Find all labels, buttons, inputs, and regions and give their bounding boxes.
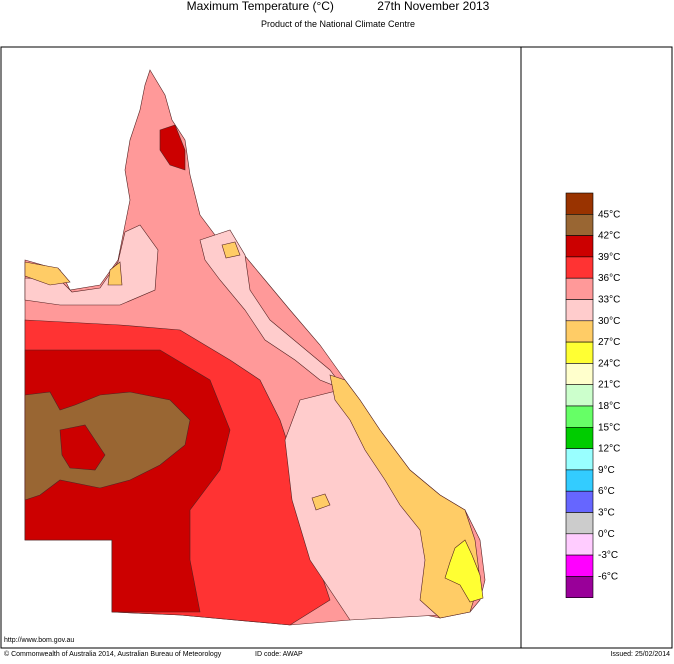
zone-30 xyxy=(221,241,241,259)
legend-swatch xyxy=(565,341,594,364)
legend-swatch xyxy=(565,490,594,513)
legend-swatch xyxy=(565,554,594,577)
legend-swatch xyxy=(565,363,594,385)
zone-30 xyxy=(311,493,331,511)
subtitle: Product of the National Climate Centre xyxy=(261,19,415,29)
zone-39 xyxy=(59,424,106,471)
legend-label: 24°C xyxy=(598,358,620,369)
zone-30 xyxy=(329,374,481,619)
legend-swatch xyxy=(565,256,594,279)
legend-label: 42°C xyxy=(598,231,620,242)
issued: Issued: 25/02/2014 xyxy=(610,651,670,658)
legend-swatch xyxy=(565,299,594,322)
legend-label: 21°C xyxy=(598,380,620,391)
legend: 45°C 42°C 39°C 36°C 33°C 30°C 27°C 24°C 21°C 18°C… xyxy=(565,192,620,599)
legend-label: 30°C xyxy=(598,316,620,327)
copyright: © Commonwealth of Australia 2014, Austra… xyxy=(4,650,222,658)
zone-30 xyxy=(107,261,123,286)
legend-label: 18°C xyxy=(598,401,620,412)
legend-swatch xyxy=(565,426,594,449)
legend-swatch xyxy=(565,320,594,343)
zone-42 xyxy=(24,391,191,501)
legend-swatch xyxy=(565,533,594,556)
legend-swatch xyxy=(565,214,594,236)
legend-label: -3°C xyxy=(598,550,618,561)
legend-label: 36°C xyxy=(598,273,620,284)
legend-swatch xyxy=(565,512,594,535)
zone-27 xyxy=(444,539,484,603)
legend-label: 45°C xyxy=(598,209,620,220)
legend-label: 0°C xyxy=(598,529,615,540)
title-line: Maximum Temperature (°C) 27th November 2… xyxy=(187,0,490,13)
url: http://www.bom.gov.au xyxy=(4,637,74,644)
legend-swatch xyxy=(565,235,594,258)
legend-swatch xyxy=(565,448,594,471)
legend-swatch xyxy=(565,469,594,492)
id-code: ID code: AWAP xyxy=(255,651,303,658)
legend-label: 15°C xyxy=(598,422,620,433)
legend-label: 12°C xyxy=(598,444,620,455)
legend-swatch xyxy=(565,405,594,428)
map xyxy=(24,69,486,626)
legend-swatch xyxy=(565,576,594,599)
legend-swatch xyxy=(565,384,594,407)
legend-label: 39°C xyxy=(598,252,620,263)
legend-label: 3°C xyxy=(598,508,615,519)
legend-label: 27°C xyxy=(598,337,620,348)
legend-label: 33°C xyxy=(598,295,620,306)
date: 27th November 2013 xyxy=(377,0,489,13)
legend-label: -6°C xyxy=(598,571,618,582)
frame xyxy=(0,46,673,649)
legend-label: 9°C xyxy=(598,465,615,476)
zone-33 xyxy=(24,224,159,306)
legend-swatch xyxy=(565,277,594,300)
zone-30 xyxy=(24,261,71,286)
legend-swatch xyxy=(565,192,594,215)
legend-label: 6°C xyxy=(598,486,615,497)
zone-39 xyxy=(159,124,186,171)
title: Maximum Temperature (°C) xyxy=(187,0,334,13)
